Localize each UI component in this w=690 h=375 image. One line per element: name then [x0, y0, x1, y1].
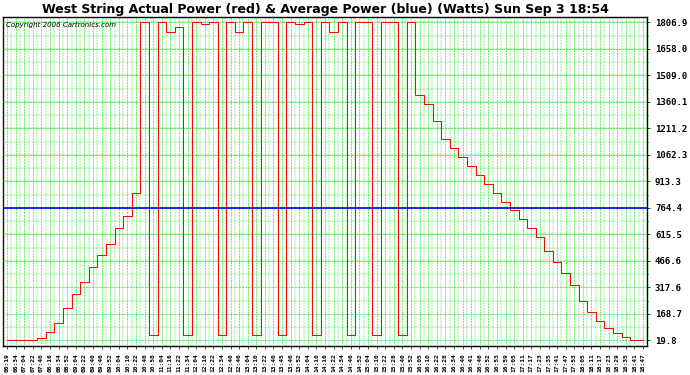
- Text: Copyright 2006 Cartronics.com: Copyright 2006 Cartronics.com: [6, 22, 116, 28]
- Title: West String Actual Power (red) & Average Power (blue) (Watts) Sun Sep 3 18:54: West String Actual Power (red) & Average…: [41, 3, 609, 16]
